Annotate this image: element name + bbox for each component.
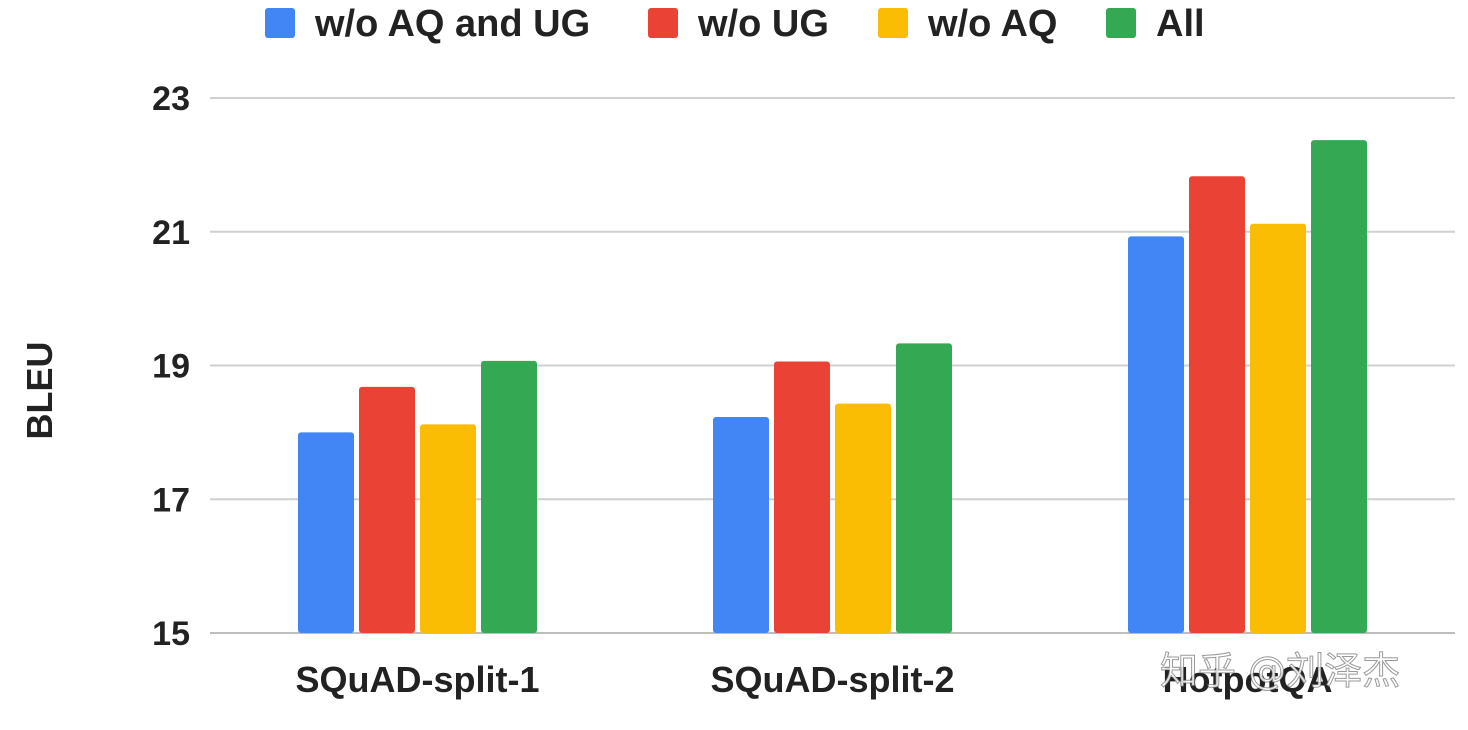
x-axis-categories: SQuAD-split-1 SQuAD-split-2 HotpotQA (295, 659, 1332, 700)
bars (298, 140, 1367, 633)
bar (1311, 140, 1367, 633)
y-tick-label: 19 (152, 348, 190, 386)
bar (420, 424, 476, 633)
legend-swatch (1106, 8, 1136, 38)
bar (713, 416, 769, 633)
y-axis-ticks: 15 17 19 21 23 (152, 80, 190, 653)
legend-label: w/o AQ (927, 3, 1057, 45)
legend-label: w/o UG (697, 3, 829, 45)
x-category-label: HotpotQA (1163, 659, 1333, 700)
y-tick-label: 17 (152, 481, 190, 519)
bar (481, 360, 537, 633)
legend-item: w/o AQ (878, 3, 1057, 45)
legend-item: w/o AQ and UG (265, 3, 590, 45)
legend-label: All (1156, 3, 1205, 45)
legend-swatch (878, 8, 908, 38)
x-category-label: SQuAD-split-2 (710, 659, 954, 700)
x-category-label: SQuAD-split-1 (295, 659, 539, 700)
bar (1128, 236, 1184, 633)
bar (298, 432, 354, 633)
legend-item: w/o UG (648, 3, 829, 45)
y-tick-label: 23 (152, 80, 190, 118)
legend: w/o AQ and UG w/o UG w/o AQ All (265, 3, 1205, 45)
bar (359, 386, 415, 633)
bar (1250, 223, 1306, 633)
bar (1189, 176, 1245, 633)
gridlines (210, 97, 1455, 634)
y-tick-label: 15 (152, 615, 190, 653)
legend-swatch (265, 8, 295, 38)
bar (774, 361, 830, 633)
y-tick-label: 21 (152, 214, 190, 252)
y-axis-label: BLEU (19, 342, 60, 440)
legend-swatch (648, 8, 678, 38)
legend-label: w/o AQ and UG (314, 3, 590, 45)
bar (835, 403, 891, 633)
bar (896, 343, 952, 633)
legend-item: All (1106, 3, 1205, 45)
watermark: 知乎 @刘泽杰 (1160, 649, 1400, 693)
